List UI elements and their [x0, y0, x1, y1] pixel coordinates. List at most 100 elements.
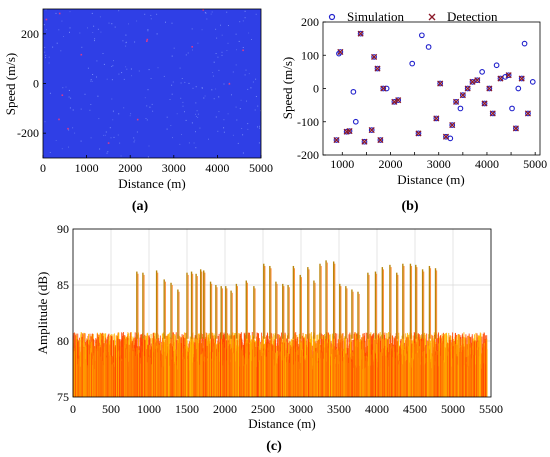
- xtick-label-c: 4000: [365, 402, 389, 416]
- detection-point: [374, 65, 381, 72]
- legend-detection-label: Detection: [447, 9, 498, 24]
- detection-point: [481, 100, 488, 107]
- xtick-label-a: 0: [40, 161, 46, 175]
- simulation-point: [505, 72, 512, 79]
- xtick-label-c: 1500: [175, 402, 199, 416]
- ylabel-a: Speed (m/s): [3, 53, 18, 115]
- simulation-point: [489, 110, 496, 117]
- detection-point: [337, 48, 344, 55]
- xtick-label-c: 5500: [479, 402, 503, 416]
- detection-point: [380, 85, 387, 92]
- caption-b: (b): [401, 199, 418, 214]
- xtick-label-a: 5000: [249, 161, 273, 175]
- simulation-point: [361, 138, 368, 145]
- simulation-point: [383, 85, 390, 92]
- panel-a: 0 1000 2000 3000 4000 5000 -200 0 200 Distance (…: [3, 8, 273, 214]
- detection-point: [497, 75, 504, 82]
- ytick-label-a: -200: [17, 126, 39, 140]
- simulation-point: [529, 78, 536, 85]
- scatter-points: [333, 30, 536, 145]
- ytick-label-a: 0: [33, 77, 39, 91]
- simulation-point: [333, 137, 340, 143]
- axes-frame-b: [322, 21, 541, 156]
- ylabel-b: Speed (m/s): [280, 57, 295, 119]
- xtick-label-c: 0: [70, 402, 76, 416]
- ticks-b: 1000 2000 3000 4000 5000 -200 -100 0 100 200: [297, 15, 547, 171]
- detection-point: [371, 53, 378, 60]
- ytick-label-b: -100: [297, 115, 319, 129]
- ticks-c: 0 500 1000 1500 2000 2500 3000 3500 4000 4500 5000…: [57, 222, 503, 416]
- simulation-point: [425, 44, 432, 50]
- xtick-label-c: 4500: [403, 402, 427, 416]
- ytick-label-b: 100: [301, 48, 319, 62]
- caption-c: (c): [266, 439, 282, 454]
- detection-point: [346, 128, 353, 135]
- simulation-point: [377, 137, 384, 143]
- xtick-label-b: 3000: [427, 157, 451, 171]
- xtick-label-a: 4000: [205, 161, 229, 175]
- simulation-point: [515, 85, 522, 92]
- simulation-point: [374, 65, 381, 72]
- xlabel-a: Distance (m): [118, 176, 186, 191]
- detection-point: [442, 133, 450, 140]
- detection-point: [361, 138, 368, 145]
- detection-point: [469, 78, 476, 85]
- detection-point: [474, 77, 481, 84]
- detection-point: [377, 136, 384, 144]
- ytick-label-c: 80: [57, 334, 69, 348]
- legend-simulation-marker: [328, 13, 336, 21]
- detection-point: [518, 75, 525, 82]
- detection-point: [333, 136, 340, 144]
- simulation-point: [419, 32, 425, 39]
- xtick-label-a: 1000: [75, 161, 99, 175]
- detection-point: [453, 98, 460, 105]
- ylabel-c: Amplitude (dB): [35, 272, 50, 355]
- caption-a: (a): [132, 199, 149, 214]
- xtick-label-c: 1000: [137, 402, 161, 416]
- xtick-label-a: 3000: [162, 161, 186, 175]
- simulation-point: [518, 75, 525, 82]
- simulation-point: [486, 85, 493, 92]
- xtick-label-b: 1000: [330, 157, 354, 171]
- simulation-point: [479, 69, 485, 75]
- simulation-point: [509, 105, 515, 112]
- ytick-label-b: 200: [301, 15, 319, 29]
- simulation-point: [409, 60, 416, 67]
- simulation-point: [457, 105, 464, 112]
- panel-c: 0 500 1000 1500 2000 2500 3000 3500 4000 4500 5000…: [35, 222, 503, 454]
- simulation-point: [350, 88, 357, 95]
- detection-point: [437, 80, 444, 87]
- detection-point: [464, 85, 471, 92]
- detection-point: [489, 110, 496, 117]
- simulation-point: [357, 30, 364, 37]
- ytick-label-c: 75: [57, 390, 69, 404]
- xtick-label-c: 2500: [251, 402, 275, 416]
- panel-b: 1000 2000 3000 4000 5000 -200 -100 0 100 200 Simu…: [280, 9, 547, 214]
- simulation-point: [437, 80, 444, 87]
- simulation-point: [497, 75, 504, 82]
- heatmap-background: [43, 9, 261, 158]
- peaks: [136, 260, 438, 339]
- ytick-label-a: 200: [21, 27, 39, 41]
- simulation-point: [415, 130, 422, 137]
- detection-point: [512, 125, 519, 132]
- xtick-label-c: 5000: [441, 402, 465, 416]
- xtick-label-c: 3500: [327, 402, 351, 416]
- detection-point: [459, 92, 466, 99]
- xlabel-c: Distance (m): [248, 416, 316, 431]
- detection-point: [391, 98, 398, 105]
- simulation-point: [449, 122, 456, 128]
- simulation-point: [493, 62, 500, 69]
- axes-frame-c: [72, 228, 492, 398]
- xtick-label-a: 2000: [118, 161, 142, 175]
- simulation-point: [513, 125, 519, 132]
- xtick-label-c: 3000: [289, 402, 313, 416]
- simulation-point: [525, 110, 531, 117]
- simulation-point: [459, 92, 466, 98]
- ticks-a: 0 1000 2000 3000 4000 5000 -200 0 200: [17, 27, 273, 175]
- heatmap-speckle: [43, 9, 262, 159]
- ytick-label-c: 90: [57, 222, 69, 236]
- xtick-label-b: 4000: [475, 157, 499, 171]
- ytick-label-b: -200: [297, 148, 319, 162]
- simulation-point: [433, 115, 440, 122]
